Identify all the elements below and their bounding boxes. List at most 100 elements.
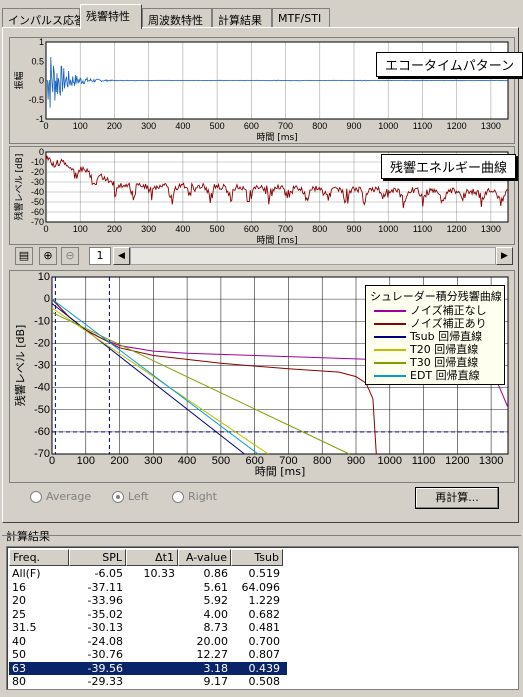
table-cell: 63	[12, 661, 26, 675]
y-tick-label: -50	[34, 404, 50, 416]
column-header[interactable]: Tsub	[231, 549, 283, 566]
results-table[interactable]: Freq. SPL Δt1 A-value Tsub All(F) -6.05 10.33 0…	[6, 546, 519, 690]
radio-average-dot[interactable]	[30, 491, 42, 503]
y-tick-label: -60	[31, 207, 44, 217]
x-tick-label: 1300	[479, 455, 503, 467]
energy-curve-panel: 0 100 200 300 400 500 600 700 800 900 1000 1100 1200…	[9, 146, 517, 246]
table-cell	[129, 635, 175, 648]
x-tick-label: 1000	[378, 224, 398, 234]
echo-waveform	[46, 56, 508, 108]
y-tick-label: -1	[36, 114, 44, 124]
table-row[interactable]: 20 -33.96 5.92 1.229	[9, 594, 287, 607]
scroll-left-icon[interactable]: ◀	[113, 247, 130, 265]
table-cell: -39.56	[87, 661, 123, 675]
y-tick-label: -10	[34, 315, 50, 327]
table-cell: 64.096	[241, 580, 281, 594]
legend-item: T30 回帰直線	[370, 356, 500, 369]
table-cell: 0.682	[248, 607, 281, 621]
x-tick-label: 700	[279, 455, 297, 467]
legend-label: ノイズ補正あり	[410, 317, 487, 330]
table-cell	[129, 594, 175, 607]
table-cell: 20.00	[196, 634, 229, 648]
table-cell: -6.05	[94, 567, 123, 580]
table-cell: -35.02	[87, 607, 123, 621]
table-cell: 25	[12, 607, 26, 621]
column-header[interactable]: Δt1	[126, 549, 178, 566]
x-tick-label: 1200	[445, 455, 469, 467]
y-tick-label: -70	[34, 448, 50, 460]
horizontal-scrollbar[interactable]	[130, 247, 496, 265]
table-cell: 10.33	[143, 567, 176, 580]
scroll-right-icon[interactable]: ▶	[496, 247, 513, 265]
x-tick-label: 400	[175, 224, 190, 234]
table-row[interactable]: All(F) -6.05 10.33 0.86 0.519	[9, 567, 287, 580]
table-row[interactable]: 40 -24.08 20.00 0.700	[9, 635, 287, 648]
y-tick-label: 0	[39, 76, 44, 86]
table-row[interactable]: 80 -29.33 9.17 0.508	[9, 675, 287, 688]
table-row[interactable]: 31.5 -30.13 8.73 0.481	[9, 621, 287, 634]
table-cell: -24.08	[87, 634, 123, 648]
table-cell	[129, 621, 175, 634]
x-tick-label: 700	[278, 224, 293, 234]
radio-left-dot[interactable]	[112, 491, 124, 503]
radio-right[interactable]: Right	[172, 490, 217, 503]
y-axis-label: 残響レベル [dB]	[13, 325, 27, 407]
table-row[interactable]: 25 -35.02 4.00 0.682	[9, 608, 287, 621]
y-tick-label: -50	[31, 197, 44, 207]
tab-strip: インパルス応答 残響特性 周波数特性 計算結果 MTF/STI	[0, 4, 523, 29]
x-tick-label: 100	[77, 455, 95, 467]
legend-item: Tsub 回帰直線	[370, 330, 500, 343]
table-row[interactable]: 16 -37.11 5.61 64.096	[9, 581, 287, 594]
column-header[interactable]: A-value	[178, 549, 231, 566]
tab-panel	[2, 27, 519, 523]
y-axis-label: 振幅	[13, 71, 25, 89]
zoom-out-icon[interactable]: ⊖	[61, 247, 79, 265]
x-axis-label: 時間 [ms]	[255, 465, 306, 478]
x-tick-label: 0	[49, 455, 55, 467]
schroeder-legend: シュレーダー積分残響曲線 ノイズ補正なし ノイズ補正あり Tsub 回帰直線 T20 …	[365, 285, 505, 385]
x-tick-label: 200	[107, 121, 122, 131]
y-tick-label: -30	[34, 360, 50, 372]
tab-reverberation[interactable]: 残響特性	[80, 4, 142, 29]
column-header[interactable]: SPL	[69, 549, 126, 566]
fit-view-icon[interactable]: ▤	[15, 247, 33, 265]
x-tick-label: 600	[244, 224, 259, 234]
recalculate-button[interactable]: 再計算...	[415, 487, 499, 509]
table-cell: 5.61	[203, 580, 229, 594]
page-number-field[interactable]: 1	[89, 247, 111, 265]
legend-item: EDT 回帰直線	[370, 369, 500, 382]
legend-swatch	[374, 310, 406, 312]
x-tick-label: 200	[110, 455, 128, 467]
radio-right-dot[interactable]	[172, 491, 184, 503]
y-tick-label: -20	[34, 337, 50, 349]
x-tick-label: 1100	[412, 455, 436, 467]
tab-frequency[interactable]: 周波数特性	[142, 8, 212, 28]
y-tick-label: -70	[31, 217, 44, 227]
x-tick-label: 600	[244, 121, 259, 131]
table-row[interactable]: 50 -30.76 12.27 0.807	[9, 648, 287, 661]
x-tick-label: 500	[210, 121, 225, 131]
table-cell: All(F)	[12, 567, 41, 580]
legend-label: T30 回帰直線	[410, 356, 479, 369]
table-cell: 8.73	[203, 621, 229, 634]
legend-swatch	[374, 336, 406, 338]
radio-average[interactable]: Average	[30, 490, 91, 503]
column-header[interactable]: Freq.	[9, 549, 69, 566]
y-axis-label: 残響レベル [dB]	[13, 154, 25, 221]
x-tick-label: 300	[141, 224, 156, 234]
y-tick-label: -0.5	[28, 95, 44, 105]
table-cell: 80	[12, 675, 26, 688]
zoom-in-icon[interactable]: ⊕	[39, 247, 57, 265]
x-tick-label: 900	[346, 224, 361, 234]
x-tick-label: 1100	[413, 224, 432, 234]
legend-swatch	[374, 323, 406, 325]
radio-left[interactable]: Left	[112, 490, 149, 503]
table-cell: 50	[12, 648, 26, 661]
tab-impulse-response[interactable]: インパルス応答	[2, 8, 85, 28]
x-axis-label: 時間 [ms]	[256, 235, 297, 246]
tab-results[interactable]: 計算結果	[212, 8, 272, 28]
table-row[interactable]: 63 -39.56 3.18 0.439	[9, 661, 287, 675]
y-tick-label: 0	[44, 293, 50, 305]
table-cell: 0.519	[248, 567, 281, 580]
tab-mtf-sti[interactable]: MTF/STI	[272, 8, 330, 28]
